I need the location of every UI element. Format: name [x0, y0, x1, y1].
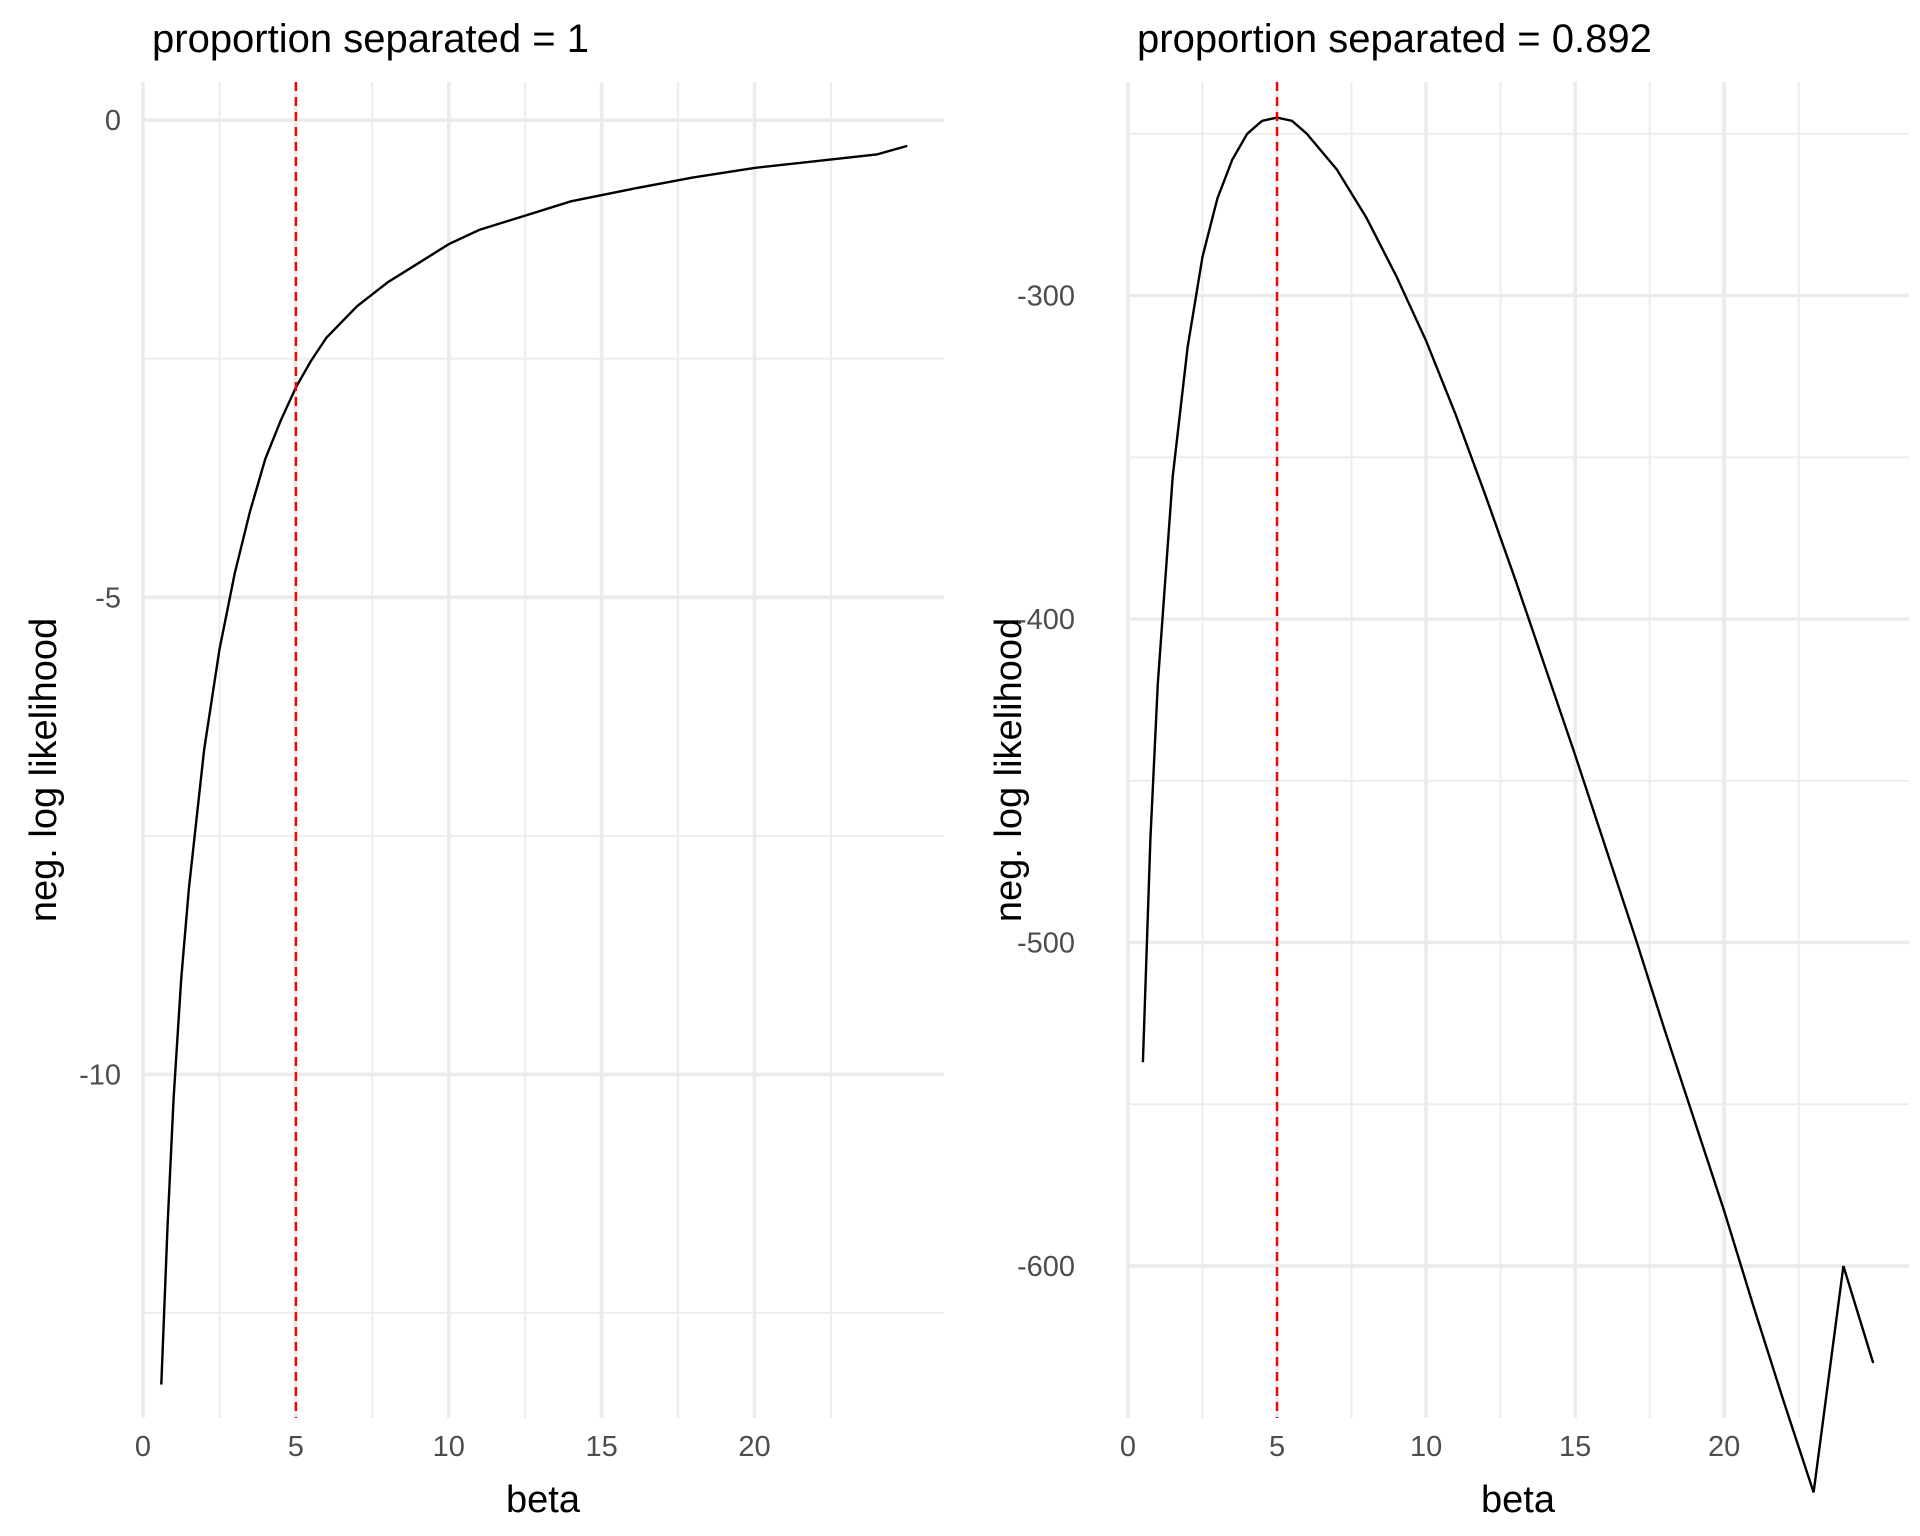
x-tick-label: 5 — [1269, 1431, 1285, 1463]
x-tick-label: 0 — [1120, 1431, 1136, 1463]
y-tick-label: -300 — [1017, 281, 1075, 313]
y-tick-label: 0 — [105, 105, 121, 137]
y-tick-label: -400 — [1017, 604, 1075, 636]
x-tick-label: 20 — [738, 1431, 770, 1463]
y-axis-title: neg. log likelihood — [988, 618, 1030, 922]
tick-labels: 0 5 10 15 20 -10 -5 0 — [79, 105, 771, 1463]
grid — [141, 82, 944, 1418]
x-axis-title: beta — [1481, 1479, 1556, 1521]
y-tick-label: -500 — [1017, 927, 1075, 959]
series-line — [160, 144, 908, 1385]
y-tick-label: -5 — [95, 582, 121, 614]
y-tick-label: -600 — [1017, 1251, 1075, 1283]
x-tick-label: 10 — [433, 1431, 465, 1463]
panel-title: proportion separated = 0.892 — [1137, 17, 1652, 61]
x-tick-label: 15 — [585, 1431, 617, 1463]
plot-marks — [160, 82, 908, 1418]
x-tick-label: 0 — [135, 1431, 151, 1463]
x-tick-label: 15 — [1559, 1431, 1591, 1463]
panel-left: proportion separated = 1 beta neg. log l… — [23, 17, 944, 1521]
y-tick-label: -10 — [79, 1059, 121, 1091]
grid — [1126, 82, 1909, 1418]
x-tick-label: 20 — [1708, 1431, 1740, 1463]
series-line — [1141, 116, 1875, 1493]
panel-title: proportion separated = 1 — [152, 17, 589, 61]
panel-right: proportion separated = 0.892 beta neg. l… — [988, 17, 1909, 1521]
plot-marks — [1141, 82, 1875, 1493]
x-axis-title: beta — [506, 1479, 581, 1521]
y-axis-title: neg. log likelihood — [23, 618, 65, 922]
x-tick-label: 5 — [288, 1431, 304, 1463]
tick-labels: 0 5 10 15 20 -600 -500 -400 -300 — [1017, 281, 1740, 1463]
x-tick-label: 10 — [1410, 1431, 1442, 1463]
